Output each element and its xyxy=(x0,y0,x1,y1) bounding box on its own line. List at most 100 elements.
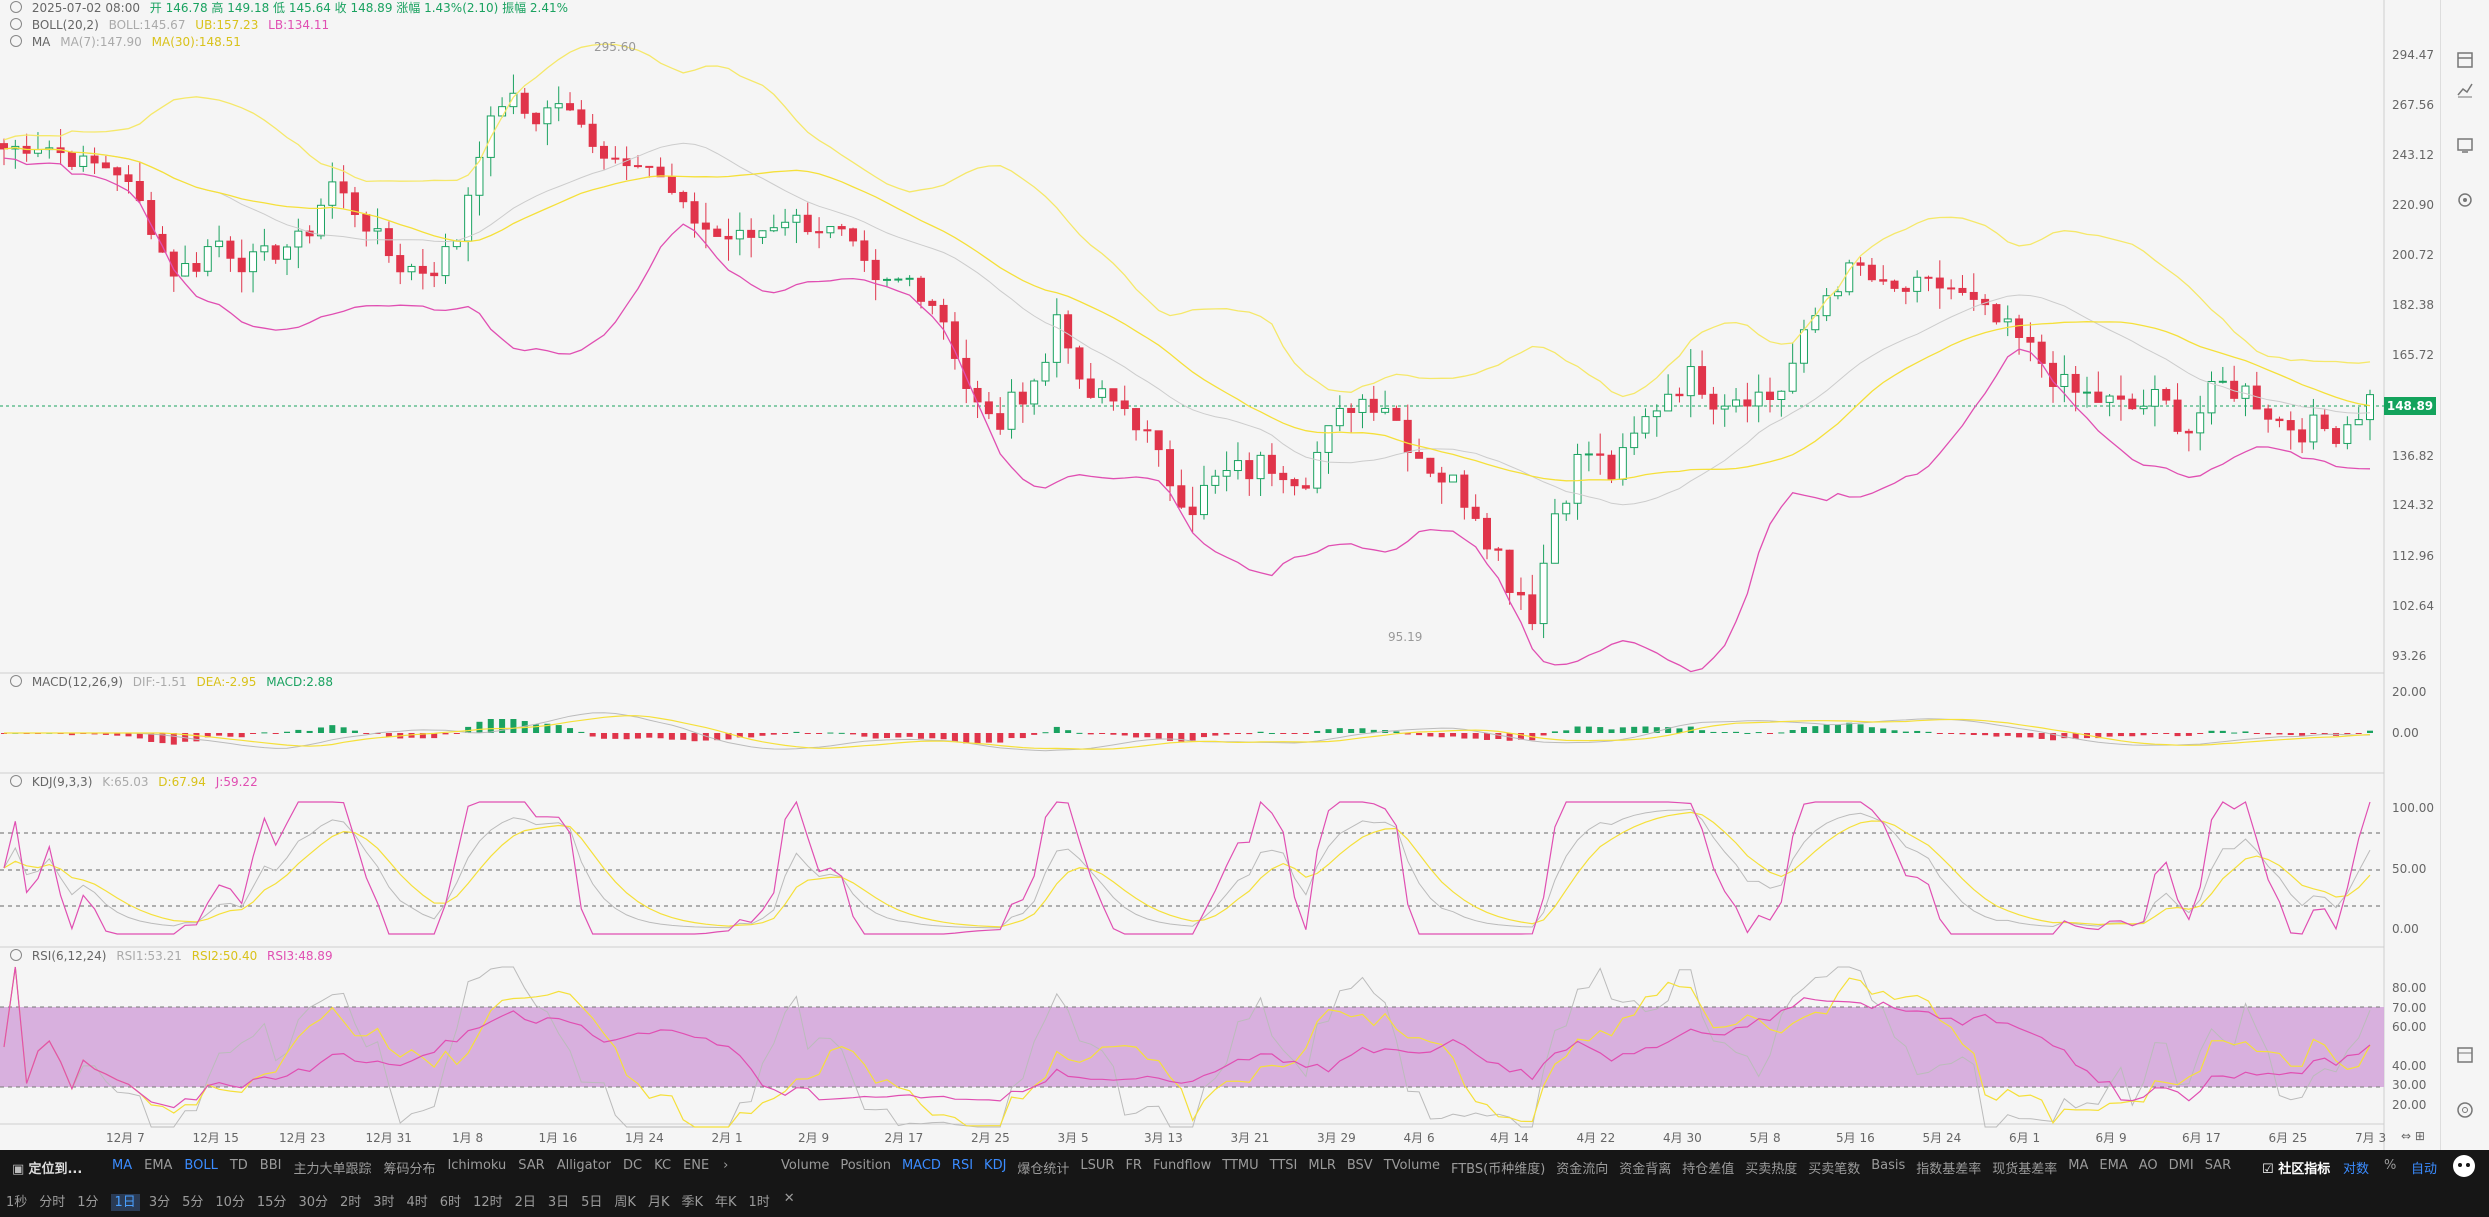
indicator-ene[interactable]: ENE xyxy=(683,1158,710,1173)
indicator--[interactable]: 现货基差率 xyxy=(1992,1162,2058,1177)
visibility-icon[interactable] xyxy=(10,675,22,687)
visibility-icon[interactable] xyxy=(10,35,22,47)
indicator-sar[interactable]: SAR xyxy=(2204,1158,2232,1173)
indicator-basis[interactable]: Basis xyxy=(1871,1158,1906,1173)
timeframe-30分[interactable]: 30分 xyxy=(298,1195,328,1210)
indicator-position[interactable]: Position xyxy=(840,1158,891,1173)
auto-scale-toggle[interactable]: 自动 xyxy=(2411,1162,2438,1177)
indicator-dc[interactable]: DC xyxy=(623,1158,643,1173)
indicator--[interactable]: 资金流向 xyxy=(1556,1162,1609,1177)
indicator-ma[interactable]: MA xyxy=(2068,1158,2089,1173)
indicator-kdj[interactable]: KDJ xyxy=(984,1158,1007,1173)
candle xyxy=(2082,391,2091,394)
indicator-fundflow[interactable]: Fundflow xyxy=(1152,1158,1212,1173)
macd-bar xyxy=(363,733,370,734)
indicator-dmi[interactable]: DMI xyxy=(2168,1158,2194,1173)
macd-bar xyxy=(2027,733,2034,738)
indicator-rsi[interactable]: RSI xyxy=(951,1158,974,1173)
visibility-icon[interactable] xyxy=(10,18,22,30)
indicator-ema[interactable]: EMA xyxy=(2099,1158,2128,1173)
indicator-volume[interactable]: Volume xyxy=(781,1158,830,1173)
timeframe-1分[interactable]: 1分 xyxy=(77,1195,99,1210)
indicator-alligator[interactable]: Alligator xyxy=(556,1158,612,1173)
timeframe-月K[interactable]: 月K xyxy=(647,1195,670,1210)
close-icon[interactable]: ✕ xyxy=(783,1191,795,1206)
indicator-boll[interactable]: BOLL xyxy=(184,1158,218,1173)
timeframe-5分[interactable]: 5分 xyxy=(182,1195,204,1210)
timeframe-15分[interactable]: 15分 xyxy=(256,1195,287,1210)
chevron-right-icon[interactable]: › xyxy=(723,1158,729,1173)
timeframe-周K[interactable]: 周K xyxy=(614,1195,636,1210)
indicator-icon[interactable] xyxy=(2455,135,2475,155)
indicator--[interactable]: 买卖笔数 xyxy=(1808,1162,1861,1177)
timeframe-10分[interactable]: 10分 xyxy=(215,1195,245,1210)
indicator--[interactable]: 主力大单跟踪 xyxy=(293,1162,372,1177)
help-icon[interactable] xyxy=(2455,1100,2475,1120)
indicator--[interactable]: 资金背离 xyxy=(1619,1162,1672,1177)
community-indicators[interactable]: ☑ 社区指标 xyxy=(2262,1158,2330,1177)
indicator-ma[interactable]: MA xyxy=(112,1158,133,1173)
timeframe-2时[interactable]: 2时 xyxy=(339,1195,362,1210)
timeframe-6时[interactable]: 6时 xyxy=(439,1195,462,1210)
indicator-ichimoku[interactable]: Ichimoku xyxy=(447,1158,507,1173)
indicator-mlr[interactable]: MLR xyxy=(1308,1158,1336,1173)
candle xyxy=(1732,399,1741,407)
assistant-icon[interactable] xyxy=(2452,1154,2476,1182)
timeframe-3分[interactable]: 3分 xyxy=(148,1195,171,1210)
indicator-bbi[interactable]: BBI xyxy=(259,1158,282,1173)
candle xyxy=(1154,430,1163,451)
boll-lower-line xyxy=(3,157,2371,673)
indicator-ema[interactable]: EMA xyxy=(144,1158,173,1173)
timeframe-年K[interactable]: 年K xyxy=(714,1195,737,1210)
candle xyxy=(769,227,778,232)
macd-bar xyxy=(1767,733,1774,734)
indicator-ao[interactable]: AO xyxy=(2138,1158,2158,1173)
timeframe-3时[interactable]: 3时 xyxy=(373,1195,395,1210)
collapse-icon[interactable] xyxy=(10,1,22,13)
macd-bar xyxy=(1461,733,1468,739)
timeframe-季K[interactable]: 季K xyxy=(681,1195,703,1210)
timeframe-1日[interactable]: 1日 xyxy=(110,1191,140,1211)
visibility-icon[interactable] xyxy=(10,949,22,961)
macd-bar xyxy=(91,733,98,735)
log-scale-toggle[interactable]: 对数 xyxy=(2343,1162,2370,1177)
indicator--[interactable]: 筹码分布 xyxy=(383,1162,436,1177)
timeframe-分时[interactable]: 分时 xyxy=(39,1195,66,1210)
macd-bar xyxy=(1348,728,1355,733)
indicator-tvolume[interactable]: TVolume xyxy=(1383,1158,1440,1173)
locate-button[interactable]: ▣ 定位到... xyxy=(12,1158,82,1177)
percent-toggle[interactable]: % xyxy=(2384,1158,2397,1173)
indicator-sar[interactable]: SAR xyxy=(518,1158,545,1173)
indicator--[interactable]: 买卖热度 xyxy=(1745,1162,1798,1177)
indicator-bsv[interactable]: BSV xyxy=(1346,1158,1373,1173)
visibility-icon[interactable] xyxy=(10,775,22,787)
indicator-ttsi[interactable]: TTSI xyxy=(1269,1158,1298,1173)
indicator-ftbs-[interactable]: FTBS(币种维度) xyxy=(1450,1162,1546,1177)
layout-icon[interactable] xyxy=(2455,50,2475,70)
settings-icon[interactable] xyxy=(2455,190,2475,210)
axis-settings-icon[interactable]: ⇔ ⊞ xyxy=(2401,1129,2425,1143)
timeframe-5日[interactable]: 5日 xyxy=(581,1195,603,1210)
timeframe-1秒[interactable]: 1秒 xyxy=(6,1195,28,1210)
window-icon[interactable] xyxy=(2455,1045,2475,1065)
timeframe-2日[interactable]: 2日 xyxy=(514,1195,536,1210)
kline-chart[interactable] xyxy=(0,0,2489,1150)
timeframe-12时[interactable]: 12时 xyxy=(473,1195,503,1210)
indicator-macd[interactable]: MACD xyxy=(901,1158,941,1173)
macd-bar xyxy=(782,733,789,734)
candle xyxy=(1550,513,1559,564)
indicator--[interactable]: 指数基差率 xyxy=(1916,1162,1982,1177)
indicator-fr[interactable]: FR xyxy=(1125,1158,1142,1173)
timeframe-1时[interactable]: 1时 xyxy=(748,1195,770,1210)
indicator-lsur[interactable]: LSUR xyxy=(1080,1158,1115,1173)
timeframe-4时[interactable]: 4时 xyxy=(406,1195,428,1210)
indicator-kc[interactable]: KC xyxy=(654,1158,672,1173)
indicator-td[interactable]: TD xyxy=(229,1158,248,1173)
rsi-3: RSI3:48.89 xyxy=(267,949,333,963)
indicator--[interactable]: 持仓差值 xyxy=(1682,1162,1735,1177)
timeframe-3日[interactable]: 3日 xyxy=(547,1195,570,1210)
candle xyxy=(1437,472,1446,483)
indicator--[interactable]: 爆仓统计 xyxy=(1017,1162,1070,1177)
chart-type-icon[interactable] xyxy=(2455,80,2475,100)
indicator-ttmu[interactable]: TTMU xyxy=(1222,1158,1259,1173)
